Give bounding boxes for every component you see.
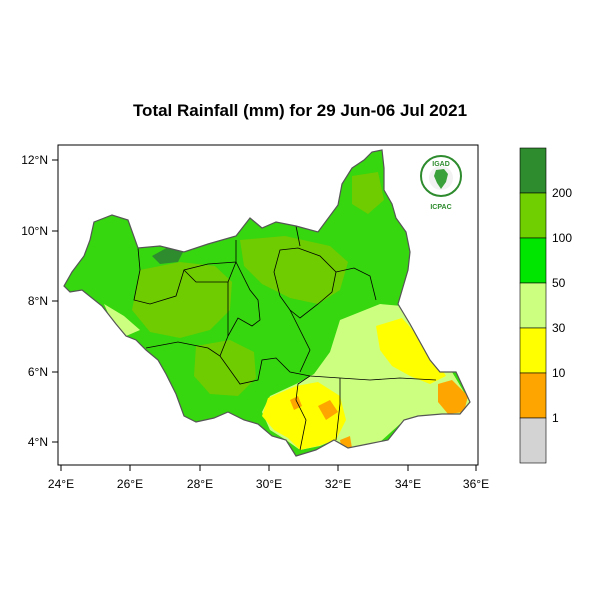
legend-swatch-below-1 bbox=[519, 417, 547, 464]
legend-label: 1 bbox=[552, 411, 559, 425]
rain-zone-10-30-east bbox=[376, 318, 446, 384]
rain-zone-30-50-southwest bbox=[104, 304, 140, 336]
legend-swatch-10-30 bbox=[519, 327, 547, 374]
rain-zone-100-200-central bbox=[194, 340, 256, 396]
boundary-lakes-western-equatoria bbox=[145, 341, 437, 385]
boundary-warrap-unity bbox=[219, 261, 261, 357]
lat-tick-label: 12°N bbox=[21, 153, 48, 167]
legend-swatch-30-50 bbox=[519, 282, 547, 329]
rain-zone-100-200-north bbox=[240, 236, 348, 304]
boundary-upper-nile-east bbox=[335, 267, 377, 301]
legend-label: 30 bbox=[552, 321, 566, 335]
boundary-northern-bahr-el-ghazal bbox=[133, 240, 237, 305]
igad-icpac-logo: IGAD ICPAC bbox=[420, 155, 462, 211]
legend-labels: 200 100 50 30 10 1 bbox=[552, 186, 572, 425]
legend-swatch-200-plus bbox=[519, 147, 547, 194]
lat-tick-label: 4°N bbox=[28, 435, 48, 449]
lat-tick-label: 6°N bbox=[28, 365, 48, 379]
lon-tick-label: 36°E bbox=[463, 477, 489, 491]
legend-colorbar bbox=[519, 147, 547, 464]
logo-top-text: IGAD bbox=[432, 161, 450, 168]
lon-tick-label: 32°E bbox=[325, 477, 351, 491]
rain-zone-100-200-northeast bbox=[352, 172, 384, 214]
legend-label: 50 bbox=[552, 276, 566, 290]
rain-zone-1-10-south-spot-a bbox=[318, 400, 338, 420]
boundary-unity-upper-nile bbox=[273, 247, 337, 319]
legend-label: 100 bbox=[552, 231, 572, 245]
map-title: Total Rainfall (mm) for 29 Jun-06 Jul 20… bbox=[132, 101, 468, 120]
boundary-jonglei-south bbox=[289, 309, 311, 373]
lon-tick-label: 24°E bbox=[48, 477, 74, 491]
boundary-jonglei-north bbox=[295, 225, 301, 247]
legend-swatch-100-200 bbox=[519, 192, 547, 239]
lon-tick-label: 26°E bbox=[117, 477, 143, 491]
boundary-western-bahr-el-ghazal bbox=[183, 261, 237, 283]
lat-tick-label: 8°N bbox=[28, 294, 48, 308]
lon-axis bbox=[60, 465, 477, 471]
lon-tick-label: 34°E bbox=[395, 477, 421, 491]
logo-bottom-text: ICPAC bbox=[430, 204, 451, 211]
rainfall-field bbox=[64, 150, 470, 456]
africa-icon bbox=[434, 169, 448, 189]
legend-label: 200 bbox=[552, 186, 572, 200]
boundary-central-equatoria bbox=[295, 375, 311, 451]
lon-tick-labels: 24°E 26°E 28°E 30°E 32°E 34°E 36°E bbox=[48, 477, 489, 491]
state-boundaries bbox=[133, 225, 437, 451]
lon-tick-label: 30°E bbox=[256, 477, 282, 491]
rain-zone-100-200-west bbox=[132, 262, 232, 338]
plot-frame bbox=[57, 144, 479, 466]
lat-axis bbox=[52, 159, 58, 443]
country-outline bbox=[63, 149, 471, 457]
lat-tick-label: 10°N bbox=[21, 224, 48, 238]
rain-zone-1-10-far-east bbox=[438, 380, 468, 414]
lon-tick-label: 28°E bbox=[187, 477, 213, 491]
lat-tick-labels: 12°N 10°N 8°N 6°N 4°N bbox=[21, 153, 48, 449]
boundary-eastern-equatoria bbox=[335, 378, 341, 441]
legend-label: 10 bbox=[552, 366, 566, 380]
legend-swatch-1-10 bbox=[519, 372, 547, 419]
legend-swatch-50-100 bbox=[519, 237, 547, 284]
